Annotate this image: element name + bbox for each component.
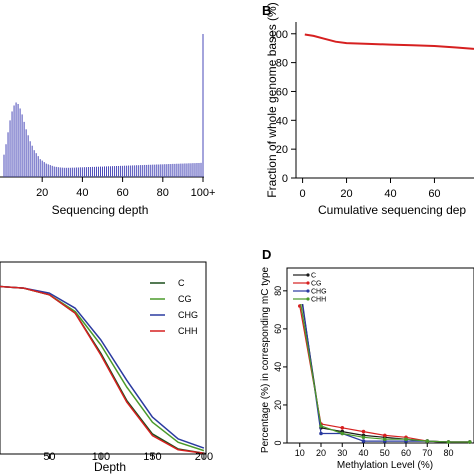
panel-d-legend-label: C <box>311 273 316 280</box>
panel-d-point-chh <box>383 437 387 442</box>
panel-b-label: B <box>262 3 271 18</box>
panel-c-x-tick-label: 100 <box>92 451 110 463</box>
panel-b-y-tick-label: 100 <box>270 29 288 41</box>
panel-d-y-tick-label: 20 <box>273 400 283 410</box>
panel-c: 50 100 150 200 C CG CHG CHH Depth <box>0 261 213 474</box>
panel-b-x-tick-label: 0 <box>300 188 306 200</box>
panel-b-series-line <box>304 33 474 50</box>
panel-d-lines <box>298 281 472 444</box>
panel-c-legend: C CG CHG CHH <box>150 278 198 336</box>
panel-d-line-chg <box>299 283 470 443</box>
panel-a-bars <box>3 33 204 177</box>
panel-d-line-chh <box>299 298 470 443</box>
panel-d-point-chh <box>425 439 430 443</box>
panel-d-frame <box>286 267 474 444</box>
panel-b-x-tick-label: 60 <box>428 188 440 200</box>
panel-d-y-ticks: 0 20 40 60 80 <box>273 286 287 446</box>
panel-d-legend-marker <box>306 281 310 285</box>
panel-d-point-chh <box>340 431 345 436</box>
panel-c-line-c <box>0 285 205 454</box>
panel-a: 20 40 60 80 100+ Sequencing depth <box>0 33 215 217</box>
panel-d-point-cg <box>361 429 366 434</box>
panel-d-legend-label: CG <box>311 281 322 288</box>
panel-a-x-tick-label: 100+ <box>191 187 216 199</box>
panel-d-x-tick-label: 70 <box>422 448 432 458</box>
panel-d-y-label: Percentage (%) in corresponding mC type <box>260 266 271 453</box>
panel-b-y-label: Fraction of whole genome bases (%) <box>265 2 279 197</box>
panel-b-y-tick-label: 80 <box>276 58 288 70</box>
panel-d-point-chg <box>361 439 366 443</box>
panel-a-x-tick-label: 40 <box>76 187 88 199</box>
panel-d-y-tick-label: 0 <box>273 440 283 445</box>
panel-c-x-label: Depth <box>94 460 126 474</box>
panel-b-y-tick-label: 60 <box>276 86 288 98</box>
panel-c-legend-label: CHG <box>178 310 198 320</box>
panel-d-y-tick-label: 40 <box>273 362 283 372</box>
panel-d-legend-marker <box>306 289 310 293</box>
panel-d-line-c <box>299 286 470 443</box>
panel-a-x-label: Sequencing depth <box>52 203 149 217</box>
panel-a-x-tick-label: 80 <box>157 187 169 199</box>
panel-b: B 0 20 40 60 80 100 0 20 40 60 Fraction of whole… <box>262 2 474 217</box>
panel-d-point-chh <box>446 440 451 444</box>
panel-c-x-ticks: 50 100 150 200 <box>43 451 213 463</box>
panel-d-point-chg <box>319 431 323 436</box>
panel-d-x-label: Methylation Level (%) <box>337 460 433 471</box>
panel-a-x-tick-label: 20 <box>36 187 48 199</box>
panel-c-frame <box>0 261 207 455</box>
panel-d-line-cg <box>299 305 470 443</box>
panel-b-x-label: Cumulative sequencing dep <box>318 203 466 217</box>
panel-d-y-tick-label: 60 <box>273 324 283 334</box>
panel-d-legend-marker <box>306 273 310 277</box>
panel-b-x-ticks: 0 20 40 60 <box>300 178 441 200</box>
panel-d-x-tick-label: 40 <box>358 448 368 458</box>
panel-d-legend-label: CHH <box>311 297 326 304</box>
panel-c-line-chg <box>0 285 205 449</box>
panel-d-point-cg <box>340 426 345 430</box>
panel-d-x-tick-label: 30 <box>337 448 347 458</box>
panel-d-point-chh <box>404 437 408 442</box>
panel-b-y-tick-label: 0 <box>282 173 288 185</box>
panel-d-x-tick-label: 80 <box>443 448 453 458</box>
panel-d-y-tick-label: 80 <box>273 286 283 296</box>
panel-c-legend-label: C <box>178 278 185 288</box>
panel-a-x-tick-label: 60 <box>116 187 128 199</box>
panel-c-line-chh <box>0 285 205 455</box>
panel-a-x-ticks: 20 40 60 80 100+ <box>36 177 215 199</box>
panel-d-point-cg <box>383 433 387 438</box>
panel-b-y-ticks: 0 20 40 60 80 100 <box>270 29 296 185</box>
panel-c-line-cg <box>0 285 205 452</box>
panel-c-lines <box>0 285 205 455</box>
panel-c-x-tick-label: 200 <box>195 451 213 463</box>
panel-d-x-ticks: 10 20 30 40 50 60 70 80 <box>295 443 454 458</box>
panel-d-x-tick-label: 50 <box>380 448 390 458</box>
panel-d-point-chh <box>468 440 472 444</box>
panel-d-point-chh <box>319 424 323 428</box>
panel-b-x-tick-label: 40 <box>384 188 396 200</box>
panel-c-legend-label: CHH <box>178 326 198 336</box>
panel-c-x-tick-label: 50 <box>43 451 55 463</box>
panel-d-point-chh <box>361 435 366 440</box>
panel-d-legend-box <box>290 270 336 304</box>
panel-c-legend-label: CG <box>178 294 192 304</box>
panel-b-x-tick-label: 20 <box>340 188 352 200</box>
panel-d-label: D <box>262 247 271 262</box>
panel-d-x-tick-label: 20 <box>316 448 326 458</box>
panel-d-legend-marker <box>306 297 310 301</box>
panel-b-y-tick-label: 40 <box>276 115 288 127</box>
panel-c-x-tick-label: 150 <box>143 451 161 463</box>
panel-d-x-tick-label: 10 <box>295 448 305 458</box>
panel-b-lines <box>304 33 474 50</box>
panel-d-x-tick-label: 60 <box>401 448 411 458</box>
panel-d-legend-label: CHG <box>311 289 327 296</box>
panel-b-y-tick-label: 20 <box>276 144 288 156</box>
